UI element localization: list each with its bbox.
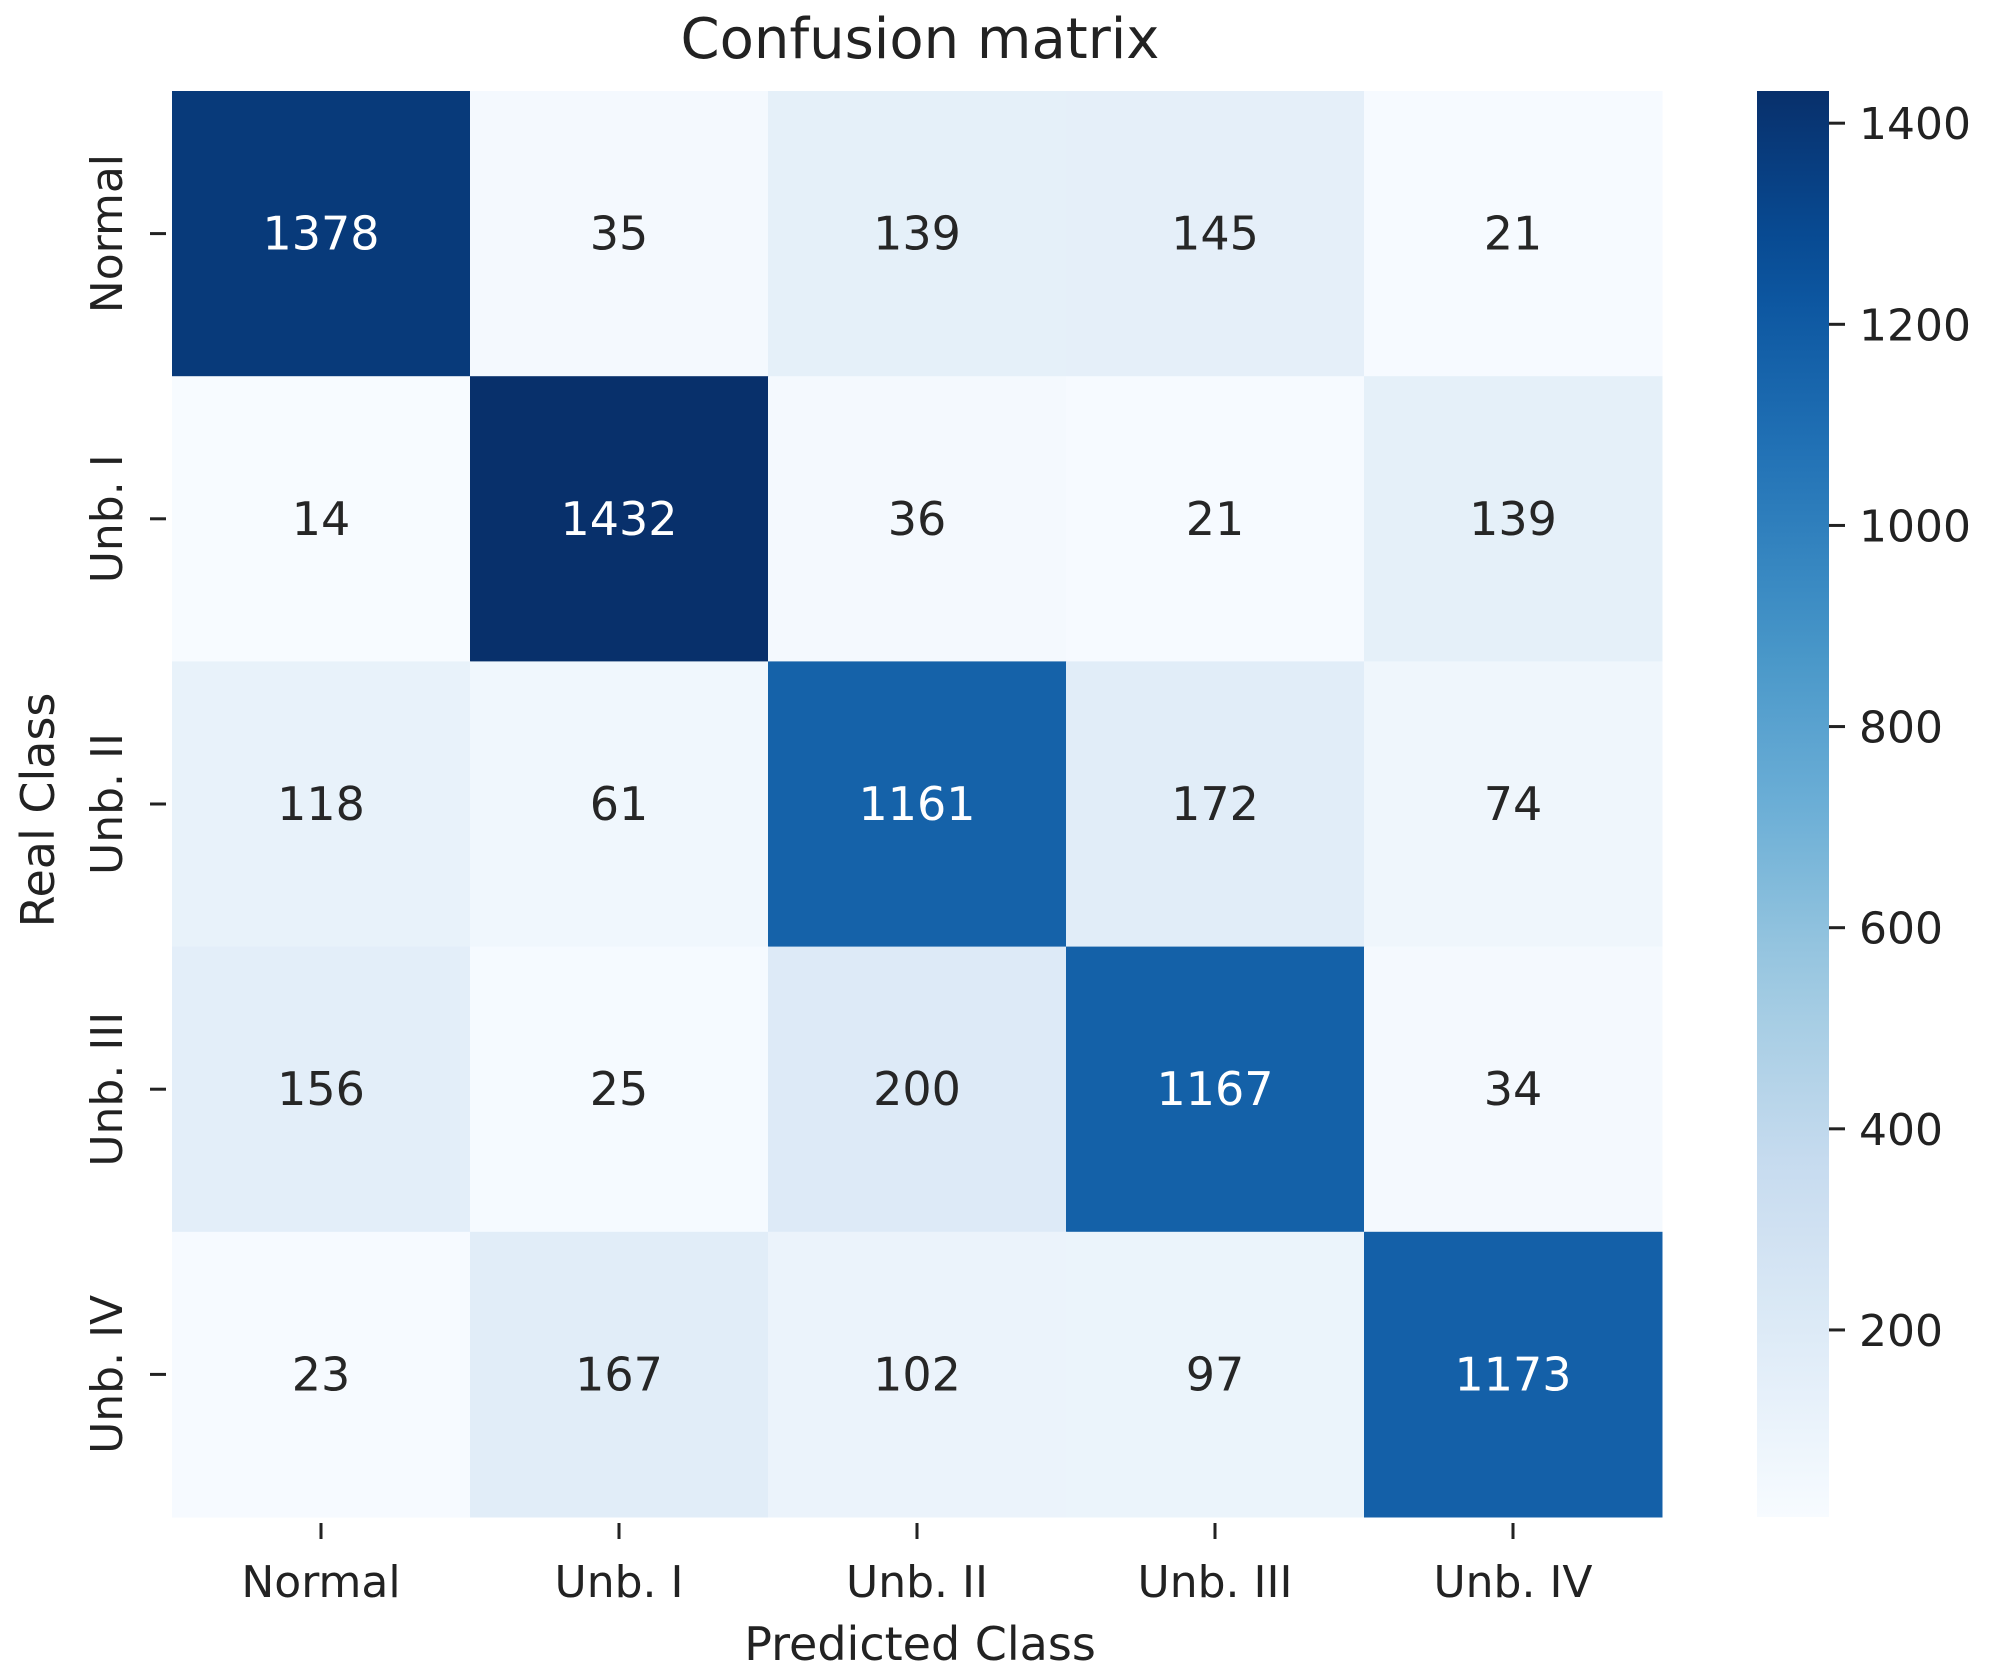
- cell-value-label: 1173: [1454, 1347, 1571, 1401]
- heatmap-cell: [1364, 91, 1663, 377]
- heatmap-cell: [1364, 661, 1663, 948]
- y-axis-ticks: Normal Unb. I Unb. II Unb. III Unb. IV: [82, 154, 166, 1454]
- heatmap-cell: [768, 376, 1067, 662]
- cell-value-label: 139: [1469, 492, 1557, 546]
- heatmap-cell: [470, 376, 769, 662]
- heatmap-cell: [172, 946, 471, 1233]
- cell-value-label: 172: [1171, 777, 1259, 831]
- colorbar-tick-label: 200: [1859, 1306, 1943, 1357]
- x-tick-label: Unb. III: [1138, 1557, 1293, 1608]
- colorbar-tick-label: 1000: [1859, 501, 1971, 552]
- cell-value-label: 200: [873, 1062, 961, 1116]
- heatmap-cell: [768, 661, 1067, 948]
- heatmap-cell: [172, 376, 471, 662]
- x-axis-label: Predicted Class: [744, 1617, 1096, 1671]
- x-axis-ticks: Normal Unb. I Unb. II Unb. III Unb. IV: [241, 1523, 1593, 1608]
- cell-value-label: 21: [1484, 207, 1543, 261]
- cell-value-label: 139: [873, 207, 961, 261]
- y-tick-label: Normal: [82, 154, 133, 313]
- heatmap-cell: [1066, 91, 1365, 377]
- cell-value-label: 23: [292, 1347, 351, 1401]
- cell-value-label: 145: [1171, 207, 1259, 261]
- x-tick-label: Normal: [241, 1557, 400, 1608]
- colorbar-tick-label: 600: [1859, 904, 1943, 955]
- cell-value-label: 156: [277, 1062, 365, 1116]
- x-tick-label: Unb. I: [555, 1557, 684, 1608]
- cell-value-label: 97: [1186, 1347, 1245, 1401]
- heatmap-cell: [470, 946, 769, 1233]
- x-tick-label: Unb. II: [846, 1557, 988, 1608]
- heatmap-cell: [1066, 1231, 1365, 1518]
- heatmap-cell: [470, 661, 769, 948]
- y-tick-label: Unb. III: [82, 1012, 133, 1167]
- heatmap-cell: [1066, 946, 1365, 1233]
- cell-value-label: 1167: [1156, 1062, 1273, 1116]
- y-tick-label: Unb. IV: [82, 1295, 133, 1454]
- cell-value-label: 1161: [858, 777, 975, 831]
- colorbar-ticks: 200 400 600 800 1000 1200 1400: [1829, 99, 1971, 1357]
- cell-value-label: 1432: [560, 492, 677, 546]
- y-tick-label: Unb. I: [82, 454, 133, 583]
- cell-value-label: 35: [590, 207, 649, 261]
- cell-value-label: 61: [590, 777, 649, 831]
- heatmap-cells: [172, 91, 1663, 1518]
- colorbar-tick-label: 1200: [1859, 300, 1971, 351]
- heatmap-cell: [768, 946, 1067, 1233]
- heatmap-cell: [470, 1231, 769, 1518]
- colorbar-tick-label: 1400: [1859, 99, 1971, 150]
- cell-value-label: 34: [1484, 1062, 1543, 1116]
- heatmap-cell: [768, 91, 1067, 377]
- cell-value-label: 118: [277, 777, 365, 831]
- cell-value-label: 74: [1484, 777, 1543, 831]
- cell-value-label: 102: [873, 1347, 961, 1401]
- heatmap-cell: [1066, 661, 1365, 948]
- colorbar-tick-label: 400: [1859, 1105, 1943, 1156]
- x-tick-label: Unb. IV: [1433, 1557, 1592, 1608]
- heatmap-cell: [172, 91, 471, 377]
- heatmap-cell: [1364, 946, 1663, 1233]
- heatmap-cell: [1364, 376, 1663, 662]
- cell-value-label: 25: [590, 1062, 649, 1116]
- cell-value-label: 1378: [262, 207, 379, 261]
- heatmap-cell: [172, 661, 471, 948]
- heatmap-cell: [1364, 1231, 1663, 1518]
- heatmap-cell: [470, 91, 769, 377]
- cell-value-label: 36: [888, 492, 947, 546]
- colorbar: [1757, 91, 1829, 1517]
- y-tick-label: Unb. II: [82, 733, 133, 875]
- chart-title: Confusion matrix: [681, 7, 1160, 72]
- cell-value-label: 167: [575, 1347, 663, 1401]
- y-axis-label: Real Class: [11, 693, 65, 928]
- cell-value-label: 14: [292, 492, 351, 546]
- heatmap-cell: [768, 1231, 1067, 1518]
- heatmap-cell: [172, 1231, 471, 1518]
- heatmap-cell-labels: 1378 35 139 145 21 14 1432 36 21 139 118 61 1161 172 7…: [262, 207, 1571, 1402]
- cell-value-label: 21: [1186, 492, 1245, 546]
- heatmap-cell: [1066, 376, 1365, 662]
- colorbar-tick-label: 800: [1859, 703, 1943, 754]
